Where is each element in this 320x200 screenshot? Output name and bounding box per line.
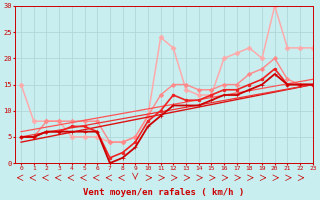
X-axis label: Vent moyen/en rafales ( km/h ): Vent moyen/en rafales ( km/h ) <box>83 188 244 197</box>
